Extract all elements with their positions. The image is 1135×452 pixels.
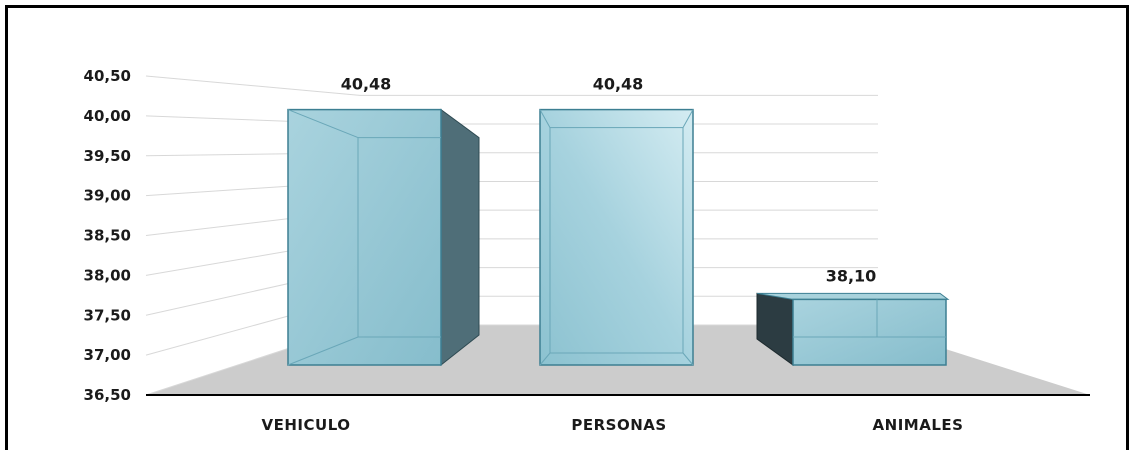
y-tick-label: 38,00 <box>84 266 131 284</box>
y-tick-label: 37,50 <box>84 306 131 324</box>
bar-top <box>756 292 950 300</box>
bar-edge <box>549 127 684 354</box>
category-label: ANIMALES <box>873 416 964 434</box>
y-tick-label: 37,00 <box>84 346 131 364</box>
y-tick-label: 36,50 <box>84 386 131 404</box>
labels: 40,48 VEHICULO 40,48 PERSONAS 38,10 ANIMALES <box>262 75 964 434</box>
gridline <box>145 75 361 96</box>
bar <box>287 108 480 367</box>
bar-front <box>287 108 442 366</box>
category-label: VEHICULO <box>262 416 351 434</box>
data-label: 40,48 <box>341 75 392 94</box>
bar-edge <box>539 352 551 366</box>
bar-front <box>539 108 694 366</box>
y-tick-label: 40,50 <box>84 67 131 85</box>
bar-edge <box>682 352 694 366</box>
bar-side <box>440 108 480 367</box>
data-label: 38,10 <box>826 266 877 285</box>
y-tick-label: 38,50 <box>84 227 131 245</box>
bar <box>539 108 694 366</box>
bar-edge <box>539 109 551 128</box>
bar-edge <box>682 109 694 128</box>
y-tick-label: 39,50 <box>84 147 131 165</box>
bars <box>287 108 950 367</box>
data-label: 40,48 <box>593 75 644 94</box>
y-tick-label: 39,00 <box>84 187 131 205</box>
bar <box>756 292 950 366</box>
bar-edge <box>287 109 359 366</box>
bar-front <box>792 298 947 366</box>
category-label: PERSONAS <box>571 416 666 434</box>
y-axis: 36,50 37,00 37,50 38,00 38,50 39,00 39,50 40,00… <box>84 67 1090 404</box>
y-tick-label: 40,00 <box>84 107 131 125</box>
